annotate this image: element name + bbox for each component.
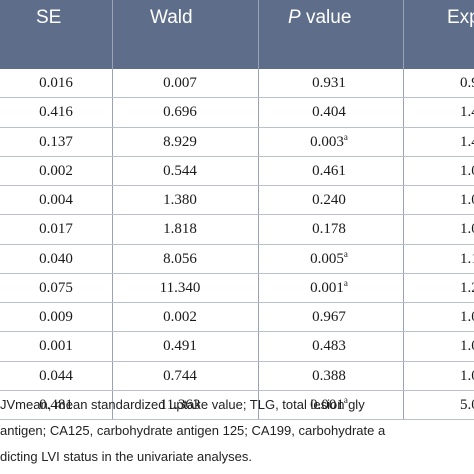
table-row: 0.481 11.363 0.001a 5.0 [0,391,474,420]
cell-wald: 0.491 [163,338,197,355]
footnote-line-3: dicting LVI status in the univariate ana… [0,449,252,464]
header-exp: Exp [447,7,474,28]
cell-exp: 1.4 [460,133,474,150]
p-value-text: 0.388 [312,367,346,384]
cell-se: 0.137 [39,133,73,150]
cell-wald: 0.696 [163,104,197,121]
table-row: 0.016 0.007 0.931 0.9 [0,69,474,99]
p-value-text: 0.483 [312,338,346,355]
cell-p-value: 0.931 [258,69,400,97]
table-body: 0.0160.0070.9310.90.4160.6960.4041.40.13… [0,69,474,420]
cell-p-value: 0.001a [258,274,400,302]
p-value-text: 0.404 [312,104,346,121]
cell-wald: 11.363 [159,396,201,413]
significance-marker: a [343,131,348,142]
cell-p-value: 0.005a [258,245,400,273]
footnote-line-2: antigen; CA125, carbohydrate antigen 125… [0,423,386,438]
cell-p-value: 0.003a [258,128,400,156]
cell-exp: 1.4 [460,104,474,121]
cell-exp: 1.2 [460,279,474,296]
table-row: 0.002 0.544 0.461 1.0 [0,157,474,186]
cell-se: 0.075 [39,279,73,296]
cell-se: 0.001 [39,338,73,355]
header-p-rest: value [300,7,352,28]
cell-p-value: 0.240 [258,186,400,214]
p-value-text: 0.003 [310,133,344,150]
cell-se: 0.481 [39,396,73,413]
cell-p-value: 0.001a [258,391,400,419]
cell-se: 0.044 [39,367,73,384]
header-p-value: P value [288,0,351,36]
cell-p-value: 0.483 [258,332,400,360]
cell-exp: 5.0 [460,396,474,413]
table-row: 0.004 1.380 0.240 1.0 [0,186,474,216]
cell-exp: 1.0 [460,309,474,325]
cell-p-value: 0.178 [258,215,400,243]
cell-p-value: 0.404 [258,98,400,126]
cell-wald: 1.818 [163,221,197,238]
p-value-text: 0.001 [310,396,344,413]
table-row: 0.416 0.696 0.404 1.4 [0,98,474,128]
header-p-italic: P [288,7,301,28]
significance-marker: a [343,394,348,405]
cell-exp: 0.9 [460,75,474,91]
cell-exp: 1.0 [460,367,474,384]
cell-exp: 1.0 [460,221,474,238]
table-row: 0.137 8.929 0.003a 1.4 [0,128,474,157]
cell-wald: 11.340 [159,279,201,296]
cell-exp: 1.0 [460,162,474,179]
column-divider [403,0,404,420]
cell-p-value: 0.388 [258,362,400,390]
header-se: SE [36,7,62,28]
p-value-text: 0.461 [312,162,346,179]
footnote-line-1: JVmean, mean standardized uptake value; … [0,397,365,412]
table-row: 0.044 0.744 0.388 1.0 [0,362,474,391]
table-row: 0.009 0.002 0.967 1.0 [0,303,474,333]
p-value-text: 0.967 [312,309,346,325]
cell-se: 0.040 [39,250,73,267]
p-value-text: 0.240 [312,192,346,208]
cell-se: 0.416 [39,104,73,121]
table-row: 0.001 0.491 0.483 1.0 [0,332,474,362]
cell-exp: 1.1 [460,250,474,267]
cell-wald: 8.056 [163,250,197,267]
p-value-text: 0.178 [312,221,346,238]
table-row: 0.040 8.056 0.005a 1.1 [0,245,474,274]
cell-wald: 0.007 [163,75,197,91]
cell-exp: 1.0 [460,192,474,208]
cell-se: 0.002 [39,162,73,179]
cell-se: 0.016 [39,75,73,91]
column-divider [258,0,259,420]
column-divider [112,0,113,420]
cell-exp: 1.0 [460,338,474,355]
cell-wald: 0.002 [163,309,197,325]
table-header-band [0,0,474,69]
significance-marker: a [343,248,348,259]
cell-se: 0.017 [39,221,73,238]
cell-wald: 8.929 [163,133,197,150]
cell-se: 0.009 [39,309,73,325]
cell-p-value: 0.461 [258,157,400,185]
header-wald: Wald [150,7,193,28]
cell-wald: 0.744 [163,367,197,384]
significance-marker: a [343,277,348,288]
cell-wald: 0.544 [163,162,197,179]
cell-se: 0.004 [39,192,73,208]
p-value-text: 0.005 [310,250,344,267]
table-row: 0.017 1.818 0.178 1.0 [0,215,474,245]
cell-wald: 1.380 [163,192,197,208]
p-value-text: 0.001 [310,279,344,296]
p-value-text: 0.931 [312,75,346,91]
table-row: 0.075 11.340 0.001a 1.2 [0,274,474,303]
cell-p-value: 0.967 [258,303,400,331]
